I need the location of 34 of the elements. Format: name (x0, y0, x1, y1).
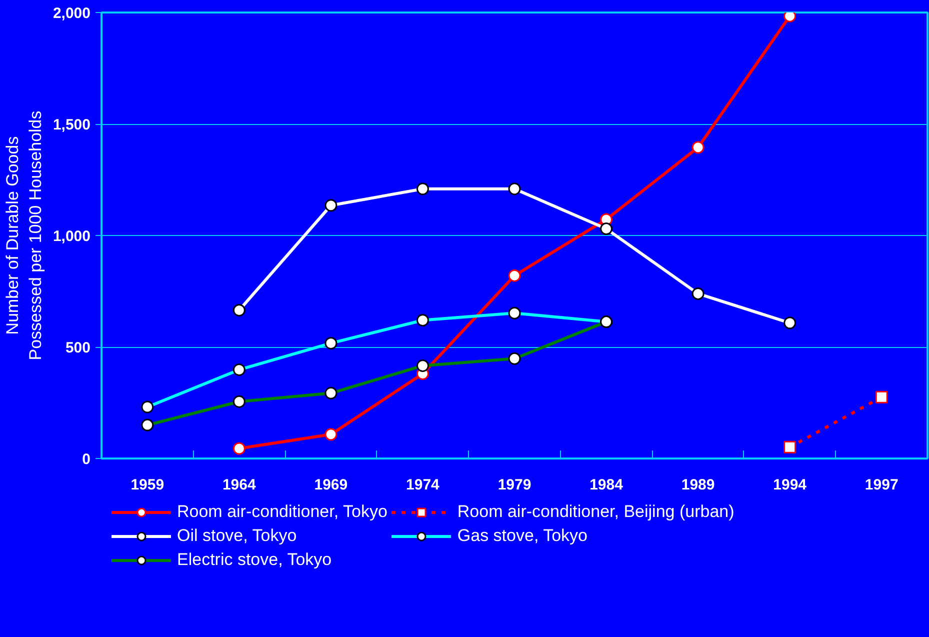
x-tick-label: 1964 (222, 476, 257, 494)
x-tick-label: 1997 (864, 476, 898, 494)
point (784, 316, 796, 330)
x-tick-label: 1979 (498, 476, 532, 494)
legend-label: Oil stove, Tokyo (177, 526, 297, 546)
point (232, 442, 246, 455)
legend-label: Room air-conditioner, Tokyo (177, 502, 388, 522)
point (692, 141, 704, 154)
x-tick-label: 1974 (406, 476, 440, 494)
x-tick-label: 1984 (590, 476, 624, 494)
point (508, 269, 521, 282)
point (324, 428, 338, 441)
y-tick-label: 500 (65, 340, 91, 356)
point (232, 304, 246, 316)
point (784, 440, 796, 454)
legend-label: Electric stove, Tokyo (177, 550, 332, 570)
point (784, 12, 796, 22)
y-tick-label: 1,000 (52, 228, 91, 245)
point (875, 390, 888, 404)
point (600, 222, 613, 236)
x-tick-label: 1959 (130, 476, 164, 494)
x-tick-label: 1994 (773, 476, 808, 494)
point (324, 199, 338, 212)
x-tick-label: 1989 (681, 476, 715, 494)
point (692, 287, 704, 300)
point (416, 182, 429, 196)
y-axis-title: Number of Durable Goods Possessed per 1000 Households (3, 110, 45, 360)
y-tick-label: 2,000 (52, 5, 91, 22)
legend-label: Gas stove, Tokyo (457, 526, 588, 546)
x-tick-label: 1969 (314, 476, 348, 494)
y-tick-label: 0 (82, 451, 90, 468)
y-tick-label: 1,500 (52, 116, 91, 134)
point (508, 182, 521, 196)
legend-label: Room air-conditioner, Beijing (urban) (457, 502, 734, 522)
